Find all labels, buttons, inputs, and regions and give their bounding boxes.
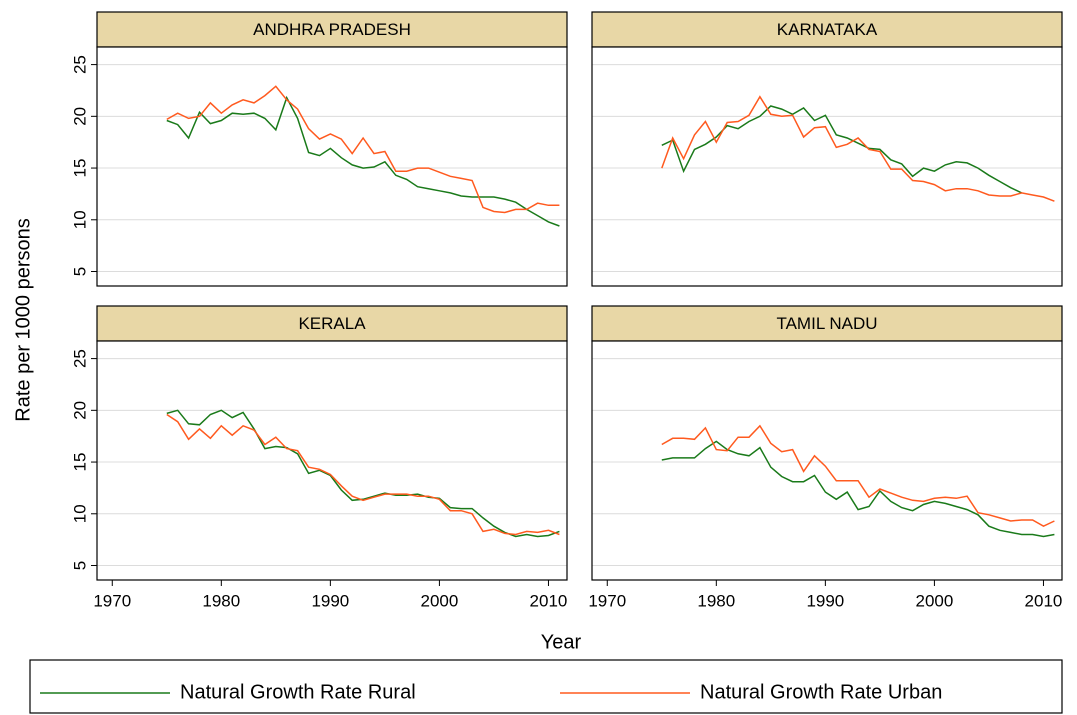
plot-frame bbox=[591, 340, 1063, 581]
line-series bbox=[166, 95, 560, 227]
y-tick-label: 5 bbox=[70, 267, 89, 276]
y-tick-label: 10 bbox=[70, 210, 89, 229]
x-tick-label: 2000 bbox=[915, 591, 953, 610]
plot-frame bbox=[591, 46, 1063, 287]
y-axis-label: Rate per 1000 persons bbox=[12, 218, 34, 421]
panel-title: ANDHRA PRADESH bbox=[253, 20, 411, 39]
y-tick-label: 10 bbox=[70, 504, 89, 523]
x-tick-label: 2010 bbox=[1025, 591, 1063, 610]
y-tick-label: 15 bbox=[70, 453, 89, 472]
panel-header bbox=[96, 305, 568, 342]
x-tick-label: 1970 bbox=[588, 591, 626, 610]
y-tick-label: 25 bbox=[70, 349, 89, 368]
panel-title: TAMIL NADU bbox=[776, 314, 877, 333]
x-tick-label: 1990 bbox=[311, 591, 349, 610]
legend-label: Natural Growth Rate Urban bbox=[700, 681, 942, 703]
x-tick-label: 1970 bbox=[93, 591, 131, 610]
x-tick-label: 2000 bbox=[420, 591, 458, 610]
x-tick-label: 1980 bbox=[202, 591, 240, 610]
panel-title: KERALA bbox=[298, 314, 366, 333]
line-series bbox=[661, 424, 1055, 528]
plot-frame bbox=[96, 340, 568, 581]
plot-area bbox=[592, 341, 1062, 580]
legend-label: Natural Growth Rate Rural bbox=[180, 681, 416, 703]
panel-header bbox=[591, 305, 1063, 342]
plot-frame bbox=[96, 46, 568, 287]
line-series bbox=[166, 409, 560, 538]
plot-area bbox=[97, 341, 567, 580]
y-tick-label: 25 bbox=[70, 55, 89, 74]
line-series bbox=[166, 85, 560, 214]
x-axis-label: Year bbox=[541, 631, 582, 653]
x-tick-label: 1980 bbox=[697, 591, 735, 610]
panel-title: KARNATAKA bbox=[777, 20, 878, 39]
plot-area bbox=[592, 47, 1062, 286]
legend-box bbox=[29, 659, 1063, 714]
line-series bbox=[166, 413, 560, 536]
y-tick-label: 20 bbox=[70, 107, 89, 126]
panel-header bbox=[96, 11, 568, 48]
y-tick-label: 5 bbox=[70, 561, 89, 570]
y-tick-label: 20 bbox=[70, 401, 89, 420]
x-tick-label: 1990 bbox=[806, 591, 844, 610]
x-tick-label: 2010 bbox=[530, 591, 568, 610]
y-tick-label: 15 bbox=[70, 159, 89, 178]
line-series bbox=[661, 95, 1055, 202]
plot-area bbox=[97, 47, 567, 286]
